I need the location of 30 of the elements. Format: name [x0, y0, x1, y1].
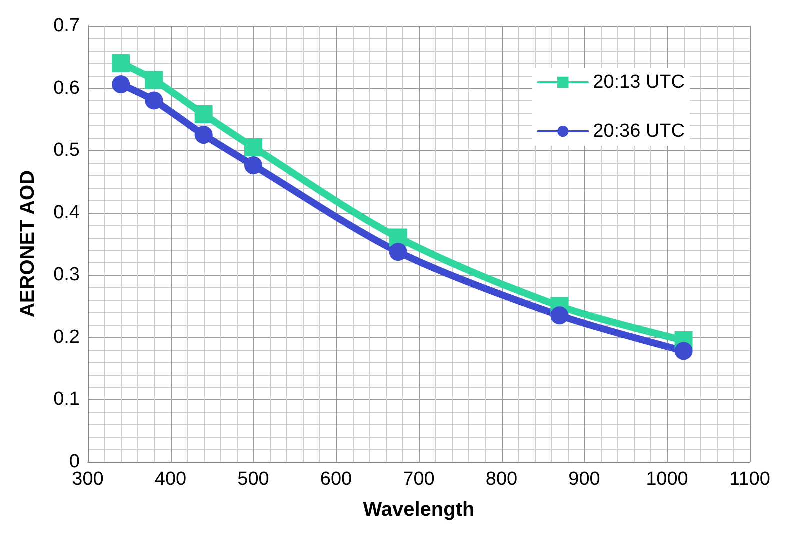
y-tick-label: 0.3 [54, 264, 80, 286]
x-tick-label: 800 [486, 469, 518, 490]
y-tick-label: 0.6 [54, 78, 80, 99]
x-tick-label: 500 [238, 469, 270, 490]
point [112, 76, 130, 94]
point [194, 105, 213, 124]
y-tick-label: 0.2 [54, 326, 80, 348]
point [145, 71, 164, 90]
x-tick-label: 900 [568, 469, 600, 490]
x-tick-label: 1000 [646, 469, 688, 490]
y-tick-label: 0.1 [54, 389, 80, 410]
x-tick-label: 400 [154, 469, 187, 490]
x-tick-label: 700 [403, 469, 435, 490]
legend-label: 20:36 UTC [593, 121, 685, 142]
point [244, 138, 262, 156]
legend-label: 20:13 UTC [593, 72, 685, 93]
y-tick-label: 0.7 [54, 16, 80, 36]
point [550, 306, 569, 325]
y-tick-label: 0.4 [54, 202, 80, 224]
x-tick-label: 600 [320, 469, 352, 490]
point [112, 54, 130, 72]
point [674, 342, 693, 360]
x-tick-label: 1100 [730, 469, 770, 490]
point [244, 156, 262, 175]
x-axis-title: Wavelength [363, 499, 475, 521]
y-tick-label: 0.5 [54, 140, 80, 162]
point [145, 92, 164, 110]
point [389, 243, 408, 262]
point [194, 126, 213, 144]
y-axis-title: AERONET AOD [17, 170, 39, 318]
